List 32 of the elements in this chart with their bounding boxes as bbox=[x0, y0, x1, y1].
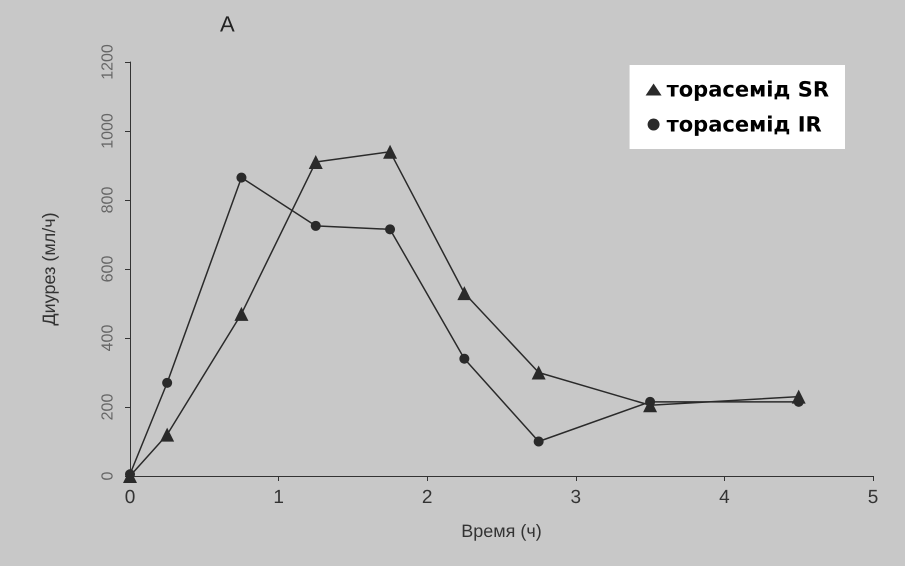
chart-title: A bbox=[220, 12, 235, 36]
x-tick-label: 2 bbox=[422, 487, 432, 508]
point bbox=[236, 172, 246, 183]
point bbox=[459, 354, 470, 364]
x-tick-label: 0 bbox=[124, 487, 136, 508]
point bbox=[383, 144, 398, 159]
x-tick-label: 4 bbox=[719, 487, 730, 508]
x-tick-label: 3 bbox=[570, 487, 582, 508]
y-tick-label: 200 bbox=[100, 394, 116, 420]
legend-label: торасемід IR bbox=[666, 112, 822, 136]
x-tick-label: 5 bbox=[868, 487, 878, 508]
point bbox=[234, 306, 248, 321]
point bbox=[532, 366, 546, 380]
point bbox=[457, 286, 472, 300]
x-axis-title: Время (ч) bbox=[461, 521, 542, 541]
x-tick-label: 1 bbox=[273, 487, 284, 508]
point bbox=[792, 390, 806, 404]
y-tick-label: 1000 bbox=[100, 113, 116, 149]
y-tick-label: 0 bbox=[100, 471, 116, 480]
y-tick-label: 400 bbox=[100, 324, 116, 352]
y-tick-label: 1200 bbox=[100, 44, 116, 80]
legend-label: торасемід SR bbox=[666, 78, 829, 102]
point bbox=[162, 378, 172, 388]
y-tick-label: 600 bbox=[100, 256, 116, 282]
point bbox=[123, 469, 137, 483]
point bbox=[534, 436, 544, 446]
point bbox=[160, 428, 174, 442]
point bbox=[308, 155, 323, 170]
y-axis-title: Диурез (мл/ч) bbox=[39, 212, 59, 326]
point bbox=[385, 224, 396, 234]
point bbox=[310, 220, 321, 231]
y-tick-label: 800 bbox=[100, 186, 116, 214]
